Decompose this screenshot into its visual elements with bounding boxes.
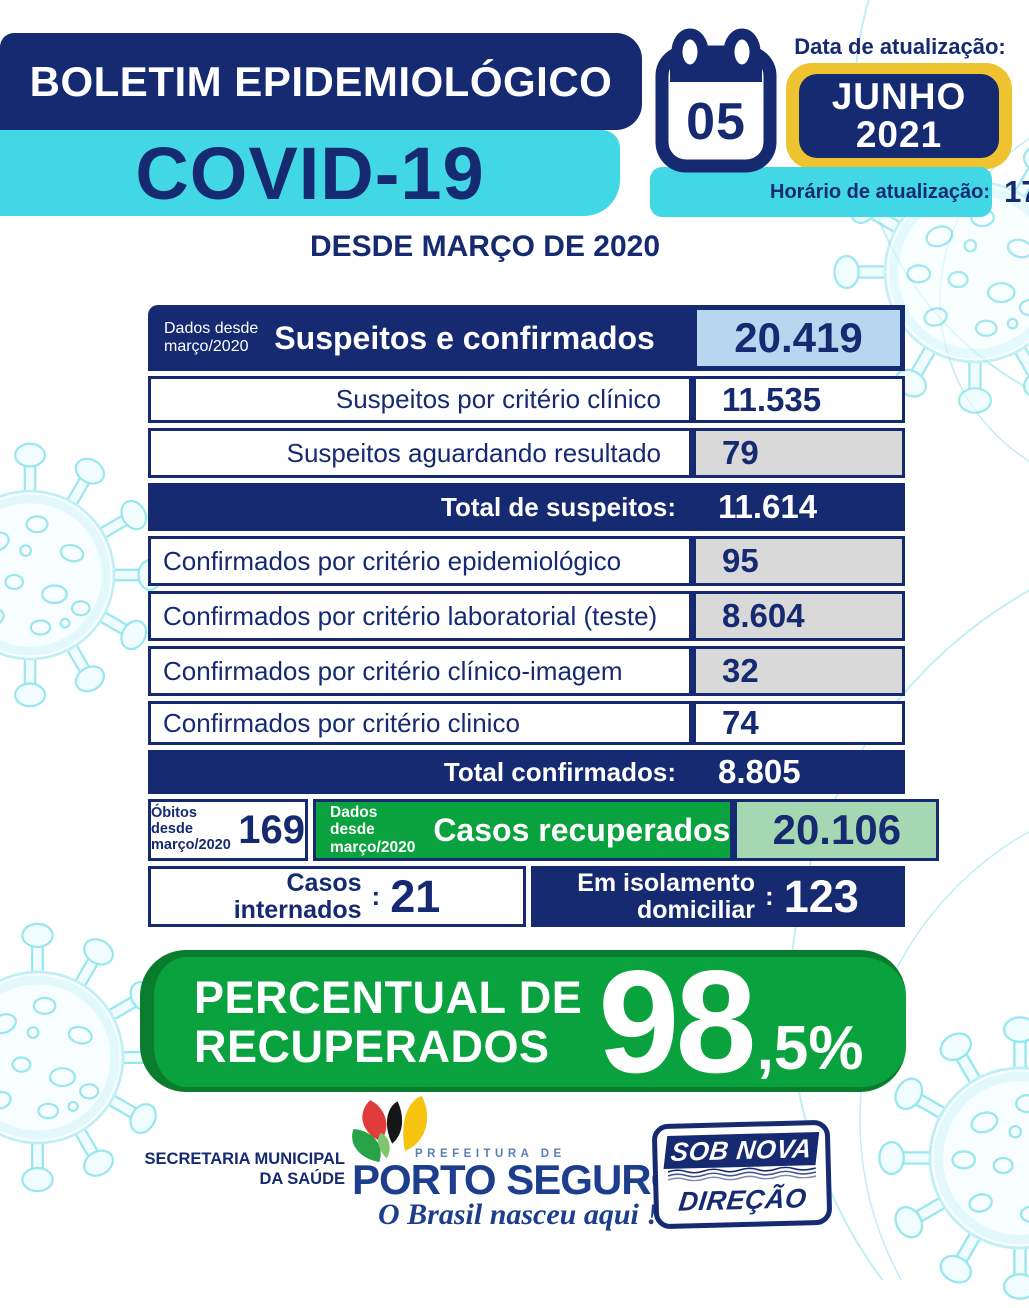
covid-data-table: Dados desde março/2020 Suspeitos e confi… [148,305,940,927]
month-name: JUNHO [831,76,967,118]
recovered-wrap: Dados desde março/2020 Casos recuperados… [313,799,940,861]
calendar-icon: 05 [652,24,780,176]
row-value: 95 [689,539,902,583]
deaths-value: 169 [238,807,305,852]
percent-label: PERCENTUAL DE RECUPERADOS [194,971,583,1072]
deaths-box: Óbitos desde março/2020 169 [148,799,308,861]
table-total-row: Total confirmados: 8.805 [148,750,905,794]
table-row: Confirmados por critério epidemiológico … [148,536,905,586]
percent-value-main: 98 [598,940,756,1104]
row-label: Total de suspeitos: [441,491,676,522]
table-row: Confirmados por critério clinico 74 [148,701,905,745]
page: { "header": { "title": "BOLETIM EPIDEMIO… [0,0,1029,1280]
recovered-note: Dados desde março/2020 [330,804,416,856]
month-box: JUNHO 2021 [786,63,1012,169]
since-text: DESDE MARÇO DE 2020 [309,230,661,263]
city-name: PORTO SEGURO [352,1156,683,1203]
isolation-colon: : [765,881,774,911]
hospitalized-colon: : [371,881,381,911]
covid-title: COVID-19 [135,131,485,215]
row-label: Suspeitos por critério clínico [335,384,661,414]
row-label: Confirmados por critério epidemiológico [163,545,622,576]
hospitalized-label: Casos internados [233,869,362,924]
row-value: 11.535 [689,379,902,420]
hospitalized-box: Casos internados : 21 [148,866,526,927]
porto-seguro-logo-icon [352,1095,428,1163]
month-inner: JUNHO 2021 [799,74,999,158]
sob-nova-direcao-badge: SOB NOVA DIREÇÃO [651,1119,833,1230]
header-label-cell: Dados desde março/2020 Suspeitos e confi… [148,305,692,371]
isolation-value: 123 [783,870,859,922]
bulletin-title-bar: BOLETIM EPIDEMIOLÓGICO [0,33,642,130]
deaths-note: Óbitos desde março/2020 [151,805,231,853]
table-row: Confirmados por critério clínico-imagem … [148,646,905,696]
update-time-value: 17h [1004,174,1029,209]
update-time-label: Horário de atualização: [770,180,991,203]
city-slogan: O Brasil nasceu aqui ! [378,1198,659,1231]
isolation-box: Em isolamento domiciliar : 123 [531,866,905,927]
update-date-label: Data de atualização: [794,34,1006,59]
secretaria-text: SECRETARIA MUNICIPAL DA SAÚDE [144,1150,345,1188]
recovered-box: Dados desde março/2020 Casos recuperados [316,802,731,858]
row-label: Confirmados por critério clínico-imagem [163,655,623,686]
isolation-label: Em isolamento domiciliar [577,869,756,924]
row-value: 11.614 [718,488,818,525]
row-label: Confirmados por critério laboratorial (t… [163,600,658,631]
hospitalized-value: 21 [390,870,441,922]
table-row: Suspeitos por critério clínico 11.535 [148,376,905,423]
badge-bottom: DIREÇÃO [677,1183,809,1217]
virus-icon [0,435,170,715]
header-note: Dados desde março/2020 [164,320,259,355]
table-row: Suspeitos aguardando resultado 79 [148,428,905,478]
percent-recovered-box: PERCENTUAL DE RECUPERADOS 98 ,5% [140,940,906,1104]
row-value: 32 [689,649,902,693]
row-label: Suspeitos aguardando resultado [286,437,661,468]
prefeitura-text: PREFEITURA DE [415,1148,566,1160]
hospitalized-isolation-row: Casos internados : 21 Em isolamento domi… [148,866,905,927]
bulletin-title: BOLETIM EPIDEMIOLÓGICO [29,57,613,105]
covid-bar: COVID-19 [0,130,620,216]
table-total-row: Total de suspeitos: 11.614 [148,483,905,531]
percent-value-suffix: ,5% [756,1013,864,1083]
deaths-recovered-row: Óbitos desde março/2020 169 Dados desde … [148,799,940,861]
recovered-value: 20.106 [730,802,937,858]
header-label: Suspeitos e confirmados [274,319,655,356]
table-row: Confirmados por critério laboratorial (t… [148,591,905,641]
calendar-day: 05 [686,93,746,151]
header-value: 20.419 [692,305,905,371]
row-value: 8.604 [689,594,902,638]
row-value: 8.805 [718,753,801,790]
badge-top: SOB NOVA [663,1131,820,1170]
percent-value: 98 ,5% [598,940,864,1104]
calendar-frame [655,28,777,173]
recovered-label: Casos recuperados [433,811,731,848]
row-label: Total confirmados: [443,756,676,787]
row-value: 74 [689,704,902,742]
row-label: Confirmados por critério clinico [163,707,520,738]
year: 2021 [855,114,943,155]
table-header-row: Dados desde março/2020 Suspeitos e confi… [148,305,905,371]
badge-waves-icon [667,1166,817,1182]
row-value: 79 [689,431,902,475]
